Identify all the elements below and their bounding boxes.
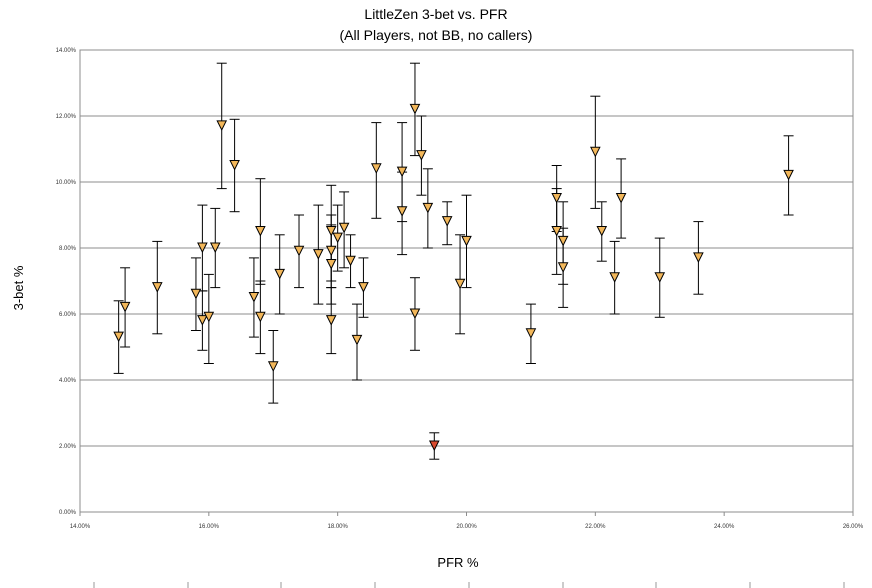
data-point [609, 272, 620, 283]
data-point [190, 288, 202, 300]
data-point [371, 163, 382, 174]
data-point [274, 268, 286, 280]
data-point [203, 311, 215, 323]
y-tick-label: 2.00% [59, 444, 77, 450]
data-point [525, 328, 537, 339]
y-tick-label: 12.00% [56, 114, 77, 120]
data-point [783, 169, 794, 181]
data-point [248, 292, 260, 303]
x-tick-label: 14.00% [70, 524, 91, 530]
data-point [325, 226, 337, 237]
data-point [197, 242, 208, 254]
data-point [325, 259, 337, 270]
data-point [396, 206, 408, 217]
data-point [654, 272, 666, 283]
data-point [338, 222, 350, 234]
data-markers [113, 103, 794, 452]
data-point [409, 103, 421, 115]
window-bottom-ticks [93, 582, 845, 588]
data-point [229, 160, 240, 171]
data-point [596, 226, 608, 237]
data-point [551, 226, 562, 237]
data-point [416, 150, 427, 161]
data-point [590, 146, 601, 158]
chart-subtitle: (All Players, not BB, no callers) [340, 27, 533, 43]
x-tick-label: 16.00% [199, 524, 220, 530]
y-axis-title: 3-bet % [11, 265, 26, 310]
x-tick-label: 20.00% [456, 524, 477, 530]
data-point [255, 311, 266, 323]
data-point [216, 120, 228, 132]
data-point [358, 282, 369, 293]
y-tick-label: 10.00% [56, 180, 77, 186]
data-point [422, 202, 434, 214]
y-tick-label: 4.00% [59, 378, 77, 384]
data-point [441, 216, 453, 227]
data-point [151, 282, 163, 293]
x-tick-label: 26.00% [843, 524, 864, 530]
data-point [209, 242, 221, 254]
y-tick-label: 8.00% [59, 246, 77, 252]
data-point [557, 235, 569, 247]
data-point [255, 226, 266, 237]
data-point [351, 334, 363, 346]
data-point [454, 278, 466, 290]
data-point [396, 166, 408, 178]
x-tick-labels: 14.00% 16.00% 18.00% 20.00% 22.00% 24.00% 26.0… [70, 512, 864, 530]
data-point [197, 315, 208, 326]
y-tick-labels: 0.00% 2.00% 4.00% 6.00% 8.00% 10.00% 12.00% 14.… [56, 48, 77, 516]
data-point [313, 249, 324, 260]
chart-title: LittleZen 3-bet vs. PFR [364, 6, 507, 22]
data-point [267, 361, 279, 372]
data-point [551, 193, 562, 204]
y-tick-label: 6.00% [59, 312, 77, 318]
data-point [615, 193, 627, 204]
x-tick-label: 22.00% [585, 524, 606, 530]
data-point [345, 255, 356, 267]
data-point [119, 301, 131, 313]
data-point [428, 440, 440, 452]
data-point [693, 252, 704, 264]
x-tick-label: 18.00% [327, 524, 348, 530]
x-tick-label: 24.00% [714, 524, 735, 530]
data-point [332, 232, 343, 244]
y-tick-label: 14.00% [56, 48, 77, 54]
data-point [461, 235, 472, 247]
data-point [325, 315, 337, 326]
data-point [113, 331, 124, 343]
data-point [293, 245, 305, 257]
data-point [325, 245, 337, 257]
data-point [409, 308, 421, 320]
y-tick-label: 0.00% [59, 510, 77, 516]
x-axis-title: PFR % [437, 555, 479, 570]
data-point [557, 262, 569, 273]
